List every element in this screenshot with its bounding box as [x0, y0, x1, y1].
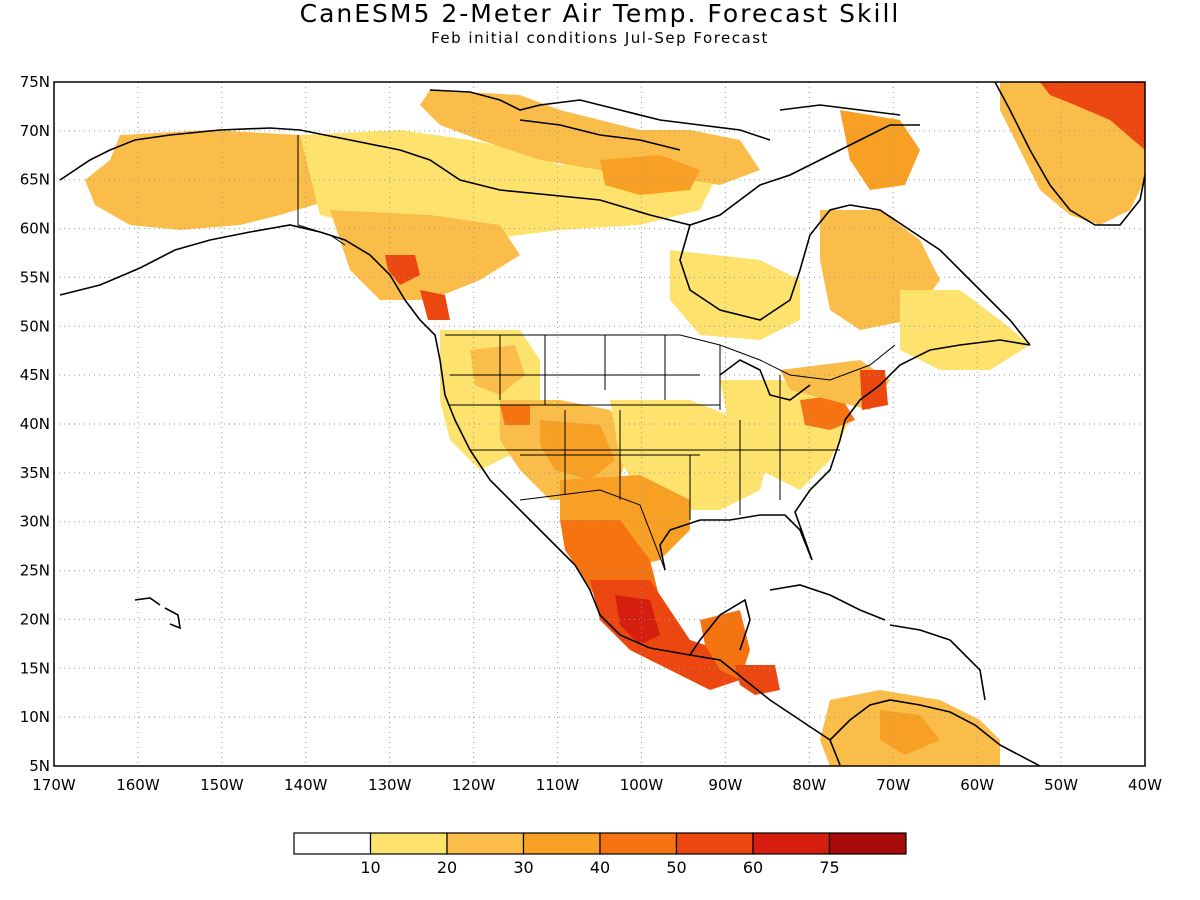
latitude-tick-labels: 5N 10N 15N 20N 25N 30N 35N 40N 45N 50N 55N 60N 65N 70… — [20, 73, 50, 775]
lat-tick-label: 70N — [20, 122, 50, 140]
lat-tick-label: 15N — [20, 659, 50, 677]
political-borders — [297, 135, 896, 571]
legend-swatch — [446, 832, 525, 855]
lon-tick-label: 40W — [1128, 776, 1162, 794]
lat-tick-label: 25N — [20, 562, 50, 580]
lat-tick-label: 50N — [20, 317, 50, 335]
legend-label: 20 — [437, 858, 457, 877]
lat-tick-label: 60N — [20, 220, 50, 238]
lat-tick-label: 40N — [20, 415, 50, 433]
lon-tick-label: 160W — [116, 776, 160, 794]
lat-tick-label: 55N — [20, 268, 50, 286]
legend-swatch — [369, 832, 448, 855]
chart-title: CanESM5 2-Meter Air Temp. Forecast Skill — [299, 0, 901, 28]
legend-label: 10 — [360, 858, 380, 877]
lon-tick-label: 150W — [200, 776, 244, 794]
legend-swatch — [522, 832, 601, 855]
lat-tick-label: 65N — [20, 171, 50, 189]
lat-tick-label: 10N — [20, 708, 50, 726]
lat-tick-label: 20N — [20, 610, 50, 628]
legend-swatch — [752, 832, 831, 855]
lon-tick-label: 100W — [620, 776, 664, 794]
lon-tick-label: 170W — [32, 776, 76, 794]
lon-tick-label: 140W — [284, 776, 328, 794]
legend-swatch — [293, 832, 372, 855]
lon-tick-label: 60W — [960, 776, 994, 794]
legend-label: 30 — [513, 858, 533, 877]
legend-label: 60 — [743, 858, 763, 877]
skill-shading — [85, 82, 1145, 766]
legend-swatch — [675, 832, 754, 855]
legend-label: 50 — [666, 858, 686, 877]
lon-tick-label: 90W — [708, 776, 742, 794]
color-legend: 10 20 30 40 50 60 75 — [293, 832, 907, 877]
lat-tick-label: 5N — [29, 757, 50, 775]
lon-tick-label: 130W — [368, 776, 412, 794]
lon-tick-label: 110W — [536, 776, 580, 794]
legend-label: 40 — [590, 858, 610, 877]
lat-tick-label: 35N — [20, 464, 50, 482]
lat-tick-label: 75N — [20, 73, 50, 91]
lat-tick-label: 45N — [20, 366, 50, 384]
legend-swatch — [828, 832, 907, 855]
lon-tick-label: 80W — [792, 776, 826, 794]
coastlines — [59, 82, 1145, 766]
lon-tick-label: 120W — [452, 776, 496, 794]
lon-tick-label: 50W — [1044, 776, 1078, 794]
lon-tick-label: 70W — [876, 776, 910, 794]
legend-label: 75 — [819, 858, 839, 877]
plot-frame — [53, 81, 1146, 767]
lat-tick-label: 30N — [20, 513, 50, 531]
legend-swatch — [599, 832, 678, 855]
chart-subtitle: Feb initial conditions Jul-Sep Forecast — [431, 29, 769, 47]
longitude-tick-labels: 170W 160W 150W 140W 130W 120W 110W 100W 90W 80W 70… — [32, 776, 1162, 794]
